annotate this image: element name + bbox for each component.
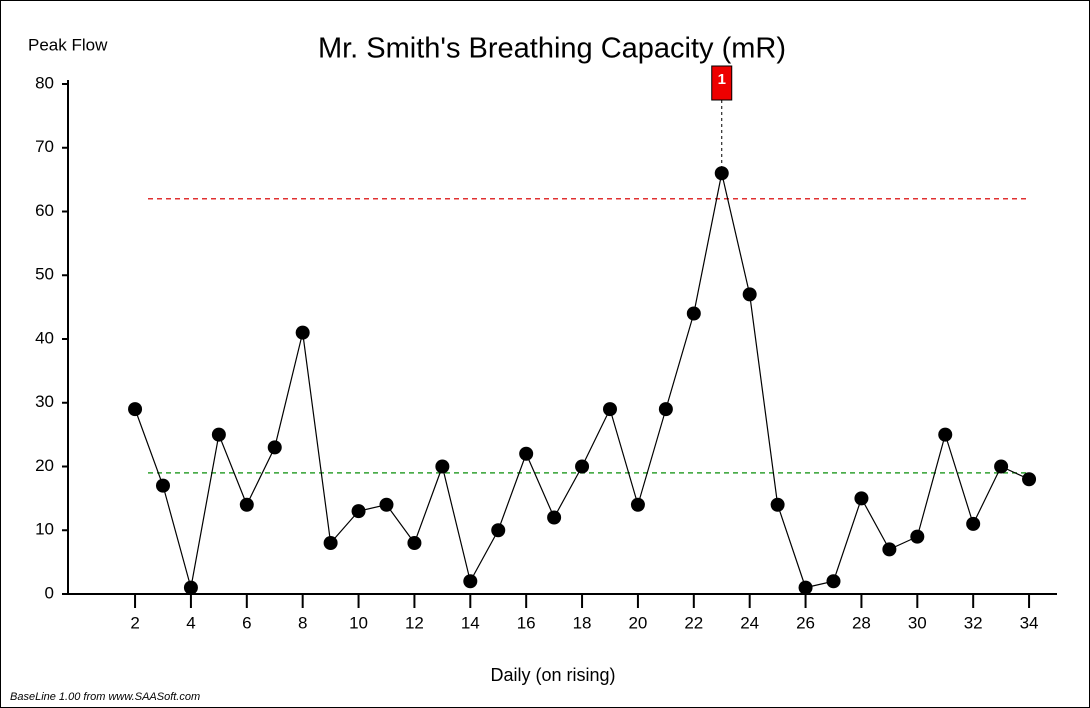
data-point	[183, 580, 198, 595]
y-tick-label: 10	[35, 520, 54, 539]
y-tick-label: 0	[45, 583, 54, 602]
data-point	[938, 427, 953, 442]
data-point	[602, 402, 617, 417]
x-tick-label: 24	[740, 613, 759, 632]
x-axis-label: Daily (on rising)	[490, 665, 615, 685]
annotation-box	[711, 65, 733, 101]
x-tick-label: 6	[242, 613, 251, 632]
y-tick-label: 20	[35, 456, 54, 475]
data-point	[882, 542, 897, 557]
y-tick-label: 50	[35, 265, 54, 284]
x-tick-label: 12	[405, 613, 424, 632]
data-point	[379, 497, 394, 512]
data-point	[1022, 472, 1037, 487]
data-point	[854, 491, 869, 506]
data-point	[323, 536, 338, 550]
data-point	[575, 459, 590, 474]
data-point	[463, 574, 478, 589]
x-tick-label: 2	[130, 613, 139, 632]
x-tick-label: 32	[964, 613, 983, 632]
data-point	[770, 497, 785, 512]
x-tick-label: 4	[186, 613, 195, 632]
footer: BaseLine 1.00 from www.SAASoft.com	[10, 691, 200, 703]
y-tick-label: 30	[35, 392, 54, 411]
data-point	[491, 523, 506, 538]
data-point	[686, 306, 701, 321]
x-tick-label: 18	[573, 613, 592, 632]
data-point	[658, 402, 673, 417]
x-tick-label: 26	[796, 613, 815, 632]
data-point	[211, 427, 226, 442]
data-point	[155, 478, 170, 493]
x-tick-label: 14	[461, 613, 480, 632]
x-tick-label: 28	[852, 613, 871, 632]
x-tick-label: 8	[298, 613, 307, 632]
x-tick-label: 34	[1020, 613, 1039, 632]
data-point	[547, 510, 562, 525]
chart-title: Mr. Smith's Breathing Capacity (mR)	[318, 33, 786, 65]
annotation-label: 1	[718, 71, 726, 88]
y-tick-label: 70	[35, 137, 54, 156]
data-point	[519, 446, 534, 461]
data-point	[267, 440, 282, 455]
data-point	[910, 529, 925, 544]
data-point	[351, 504, 366, 519]
data-point	[630, 497, 645, 512]
x-tick-label: 20	[628, 613, 647, 632]
x-tick-label: 22	[684, 613, 703, 632]
data-point	[239, 497, 254, 512]
y-tick-label: 40	[35, 328, 54, 347]
x-tick-label: 10	[349, 613, 368, 632]
x-tick-label: 16	[517, 613, 536, 632]
data-point	[742, 287, 757, 302]
y-tick-label: 60	[35, 201, 54, 220]
x-tick-label: 30	[908, 613, 927, 632]
data-point	[128, 402, 143, 417]
data-point	[295, 325, 310, 340]
data-point	[826, 574, 841, 589]
data-point	[966, 516, 981, 531]
data-point	[798, 580, 813, 595]
data-point	[407, 536, 422, 550]
y-tick-label: 80	[35, 73, 54, 92]
data-point	[994, 459, 1009, 474]
y-axis-label: Peak Flow	[28, 35, 108, 54]
data-point	[435, 459, 450, 474]
